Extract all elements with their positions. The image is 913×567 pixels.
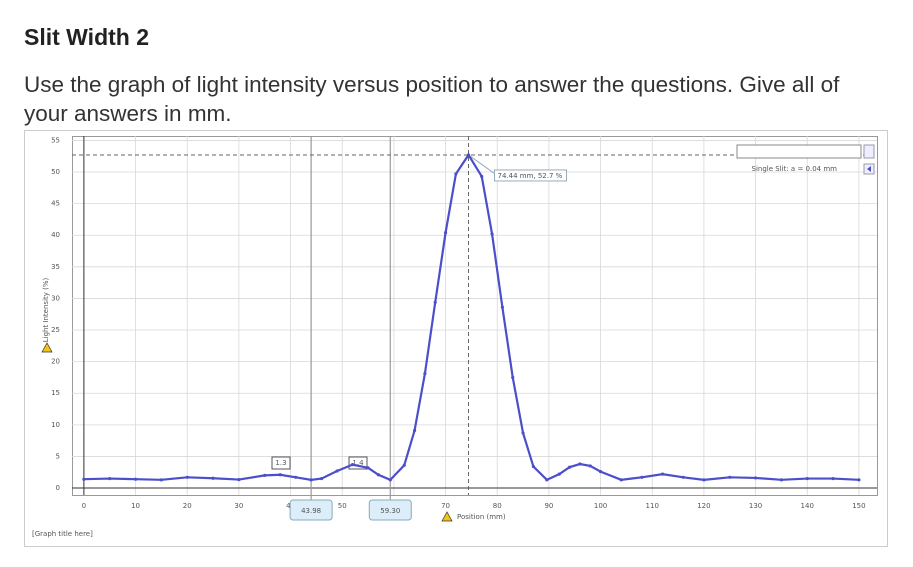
data-point: [263, 473, 267, 478]
data-point: [402, 463, 406, 467]
data-point: [108, 476, 112, 481]
data-point: [309, 478, 313, 482]
data-point: [545, 478, 549, 482]
data-point: [412, 428, 417, 433]
annotation-box: [271, 456, 291, 470]
y-tick-label: 40: [51, 231, 60, 239]
data-point: [857, 478, 861, 482]
instructions: Use the graph of light intensity versus …: [24, 72, 840, 126]
data-point: [366, 466, 370, 470]
data-point: [423, 372, 427, 376]
data-point: [433, 300, 437, 304]
x-tick-label: 50: [338, 502, 347, 510]
data-point: [376, 473, 380, 477]
data-point: [480, 174, 484, 179]
data-point: [521, 431, 525, 435]
data-point: [211, 476, 215, 480]
y-tick-label: 55: [51, 136, 60, 144]
data-point: [388, 478, 392, 482]
x-axis-label: Position (mm): [457, 513, 506, 521]
data-point: [578, 462, 582, 466]
data-point: [619, 478, 623, 482]
data-point: [335, 469, 339, 473]
data-point: [728, 475, 732, 479]
data-point: [319, 476, 324, 481]
data-point: [681, 475, 685, 479]
data-point: [294, 475, 298, 479]
x-tick-label: 110: [646, 502, 659, 510]
cursor-label: 43.98: [301, 507, 321, 515]
y-axis-label: Light Intensity (%): [42, 277, 50, 342]
y-tick-label: 50: [51, 168, 60, 176]
data-point: [82, 477, 86, 481]
data-point: [805, 476, 809, 481]
y-tick-label: 30: [51, 294, 60, 302]
data-point: [702, 478, 706, 482]
annotation: 1.3: [275, 459, 286, 467]
data-point: [237, 477, 241, 482]
y-tick-label: 35: [51, 263, 60, 271]
y-tick-label: 25: [51, 326, 60, 334]
y-tick-label: 0: [56, 484, 60, 492]
peak-label: 74.44 mm, 52.7 %: [498, 172, 563, 180]
x-tick-label: 0: [82, 502, 86, 510]
cursor-tag: [368, 499, 412, 521]
legend-entry: Single Slit: a = 0.04 mm: [752, 165, 838, 173]
x-tick-label: 30: [234, 502, 243, 510]
data-point: [454, 172, 458, 176]
warning-icon: [41, 342, 53, 353]
peak-leader: [468, 154, 497, 176]
data-point: [159, 478, 163, 482]
cursor-label: 59.30: [380, 507, 400, 515]
warning-icon: [441, 511, 453, 522]
data-point: [511, 375, 515, 380]
data-point: [557, 472, 561, 476]
y-tick-label: 15: [51, 389, 60, 397]
x-tick-label: 130: [749, 502, 762, 510]
legend-button: [863, 144, 875, 159]
x-tick-label: 90: [544, 502, 553, 510]
data-point: [278, 473, 282, 477]
legend-input: [736, 144, 862, 159]
data-point: [640, 475, 644, 479]
data-point: [500, 305, 505, 309]
data-point: [443, 231, 448, 235]
x-tick-label: 150: [852, 502, 865, 510]
data-point: [185, 475, 189, 479]
y-tick-label: 5: [56, 452, 60, 460]
y-tick-label: 45: [51, 200, 60, 208]
peak-tag: [494, 169, 568, 182]
legend-arrow: [867, 166, 871, 172]
plot-frame: [72, 136, 878, 496]
x-tick-label: 10: [131, 502, 140, 510]
data-point: [588, 464, 592, 468]
cursor-tag: [289, 499, 333, 521]
data-point: [133, 477, 138, 481]
data-point: [466, 153, 471, 157]
y-tick-label: 10: [51, 421, 60, 429]
x-tick-label: 80: [493, 502, 502, 510]
data-point: [350, 463, 355, 467]
x-tick-label: 140: [801, 502, 814, 510]
data-point: [567, 465, 572, 469]
x-tick-label: 100: [594, 502, 607, 510]
x-tick-label: 120: [697, 502, 710, 510]
data-point: [531, 464, 536, 469]
data-point: [598, 470, 603, 474]
y-tick-label: 20: [51, 358, 60, 366]
x-tick-label: 70: [441, 502, 450, 510]
data-point: [779, 478, 784, 482]
data-point: [660, 472, 665, 476]
data-point: [831, 476, 835, 481]
annotation: 1.4: [352, 459, 364, 467]
data-point: [753, 476, 758, 480]
graph-title: [Graph title here]: [32, 530, 93, 538]
x-tick-label: 20: [183, 502, 192, 510]
heading: Slit Width 2: [24, 24, 150, 50]
data-point: [490, 232, 494, 236]
